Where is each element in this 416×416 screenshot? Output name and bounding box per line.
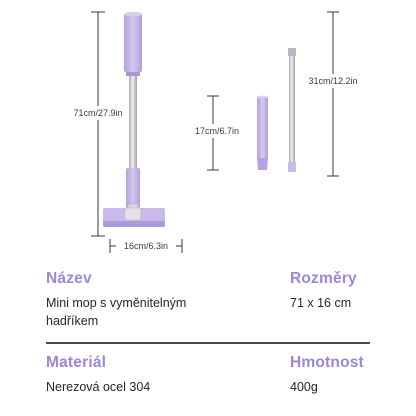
section-divider [46, 342, 370, 344]
name-heading: Název [46, 270, 92, 287]
dimensions-value: 71 x 16 cm [290, 296, 352, 310]
dimensions-heading: Rozměry [290, 270, 357, 287]
full-height-dimension: 71cm/27.9in [58, 11, 138, 237]
material-value: Nerezová ocel 304 [46, 380, 151, 394]
weight-value: 400g [290, 380, 318, 394]
head-width-dimension: 16cm/6.3in [109, 239, 183, 253]
handle-section-dimension: 17cm/6.7in [192, 95, 242, 171]
pole-section-label: 31cm/12.2in [308, 76, 357, 86]
full-mop-image [103, 11, 165, 227]
product-illustration: 71cm/27.9in 16cm/6.3in [58, 11, 363, 253]
pole-piece-image [288, 48, 296, 172]
name-value: Mini mop s vyměnitelným hadříkem [46, 296, 187, 328]
mop-diagram: 71cm/27.9in 16cm/6.3in [58, 11, 363, 253]
specifications-table: Název Rozměry Mini mop s vyměnitelným ha… [0, 262, 416, 416]
head-width-label: 16cm/6.3in [124, 241, 168, 251]
handle-piece-image [257, 95, 268, 170]
material-heading: Materiál [46, 354, 107, 371]
pole-section-dimension: 31cm/12.2in [303, 11, 363, 177]
full-height-label: 71cm/27.9in [73, 108, 122, 118]
weight-heading: Hmotnost [290, 354, 364, 371]
handle-section-label: 17cm/6.7in [195, 126, 239, 136]
